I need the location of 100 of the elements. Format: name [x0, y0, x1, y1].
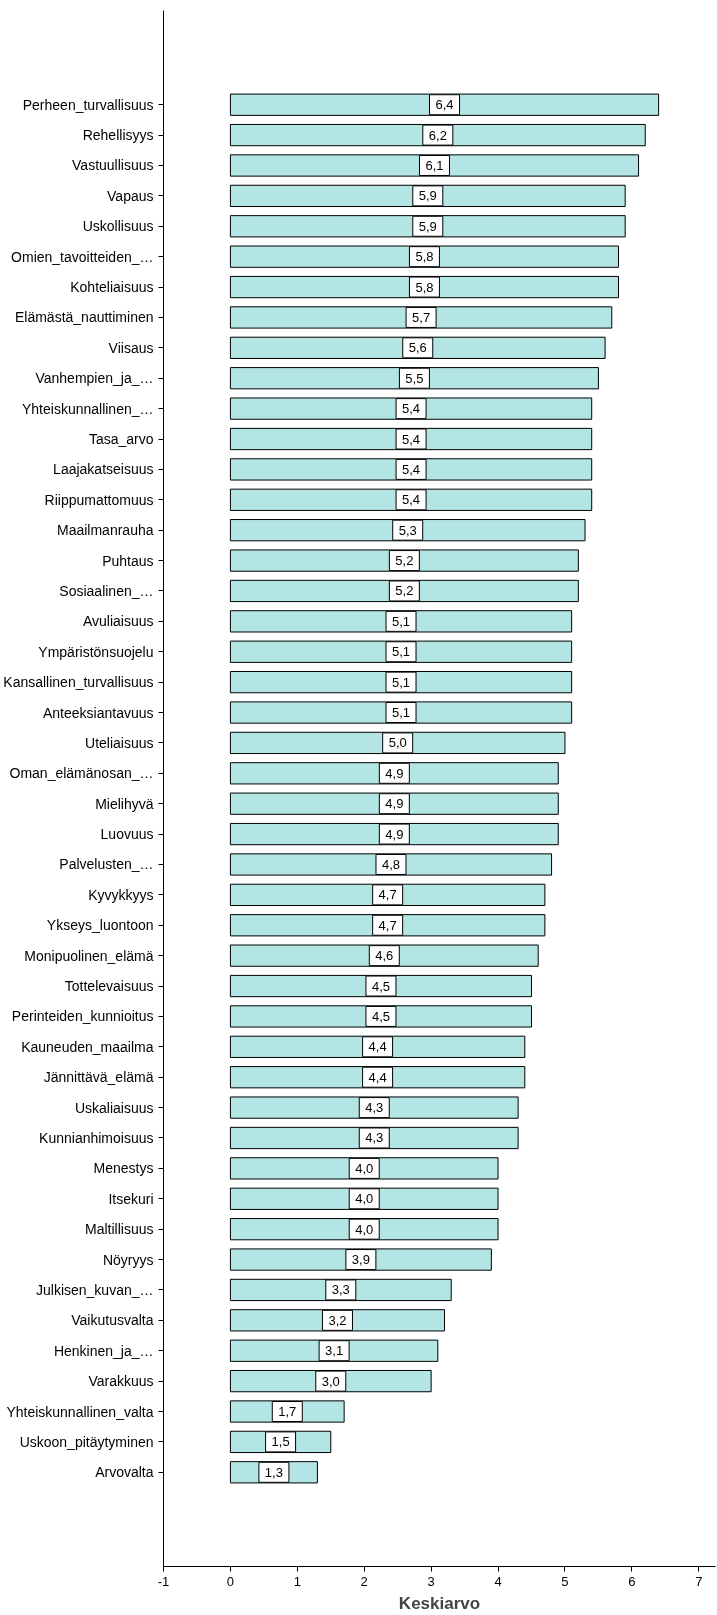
data-label: 4,0 [355, 1191, 374, 1207]
data-label: 6,4 [435, 97, 454, 113]
bar [229, 488, 593, 511]
data-label: 5,0 [388, 735, 407, 751]
y-tick-label: Kansallinen_turvallisuus [3, 674, 154, 691]
x-axis-title: Keskiarvo [398, 1593, 481, 1613]
data-label: 4,5 [371, 1008, 390, 1024]
y-tick-label: Laajakatseisuus [53, 461, 154, 478]
data-label: 1,3 [264, 1464, 283, 1480]
y-tick-label: Yhteiskunnallinen_valta [6, 1403, 154, 1420]
y-tick-label: Ykseys_luontoon [46, 917, 154, 934]
y-tick-label: Vapaus [107, 187, 154, 204]
data-label: 3,0 [321, 1373, 340, 1389]
data-label: 5,3 [398, 522, 417, 538]
data-label: 5,9 [418, 188, 437, 204]
data-label: 6,1 [425, 157, 444, 173]
bar [229, 1035, 526, 1058]
bar [229, 1157, 499, 1180]
y-tick-label: Avuliaisuus [82, 613, 154, 630]
bar [229, 123, 646, 147]
y-tick-label: Palvelusten_… [59, 856, 154, 873]
data-label: 5,1 [391, 613, 411, 629]
bar [229, 610, 573, 633]
data-label: 4,0 [355, 1221, 374, 1237]
bar [229, 1066, 526, 1089]
data-label: 5,4 [402, 431, 421, 447]
bar [229, 1096, 519, 1119]
data-label: 5,4 [402, 461, 421, 477]
bar [229, 519, 586, 542]
bar [229, 1218, 499, 1241]
y-tick-label: Vanhempien_ja_… [35, 370, 154, 387]
data-label: 5,1 [391, 674, 411, 690]
y-tick-label: Ympäristönsuojelu [38, 643, 154, 660]
data-label: 6,2 [428, 127, 447, 143]
y-tick-label: Perinteiden_kunnioitus [11, 1008, 154, 1025]
bar [229, 762, 559, 785]
x-tick-label: 1 [293, 1573, 301, 1589]
data-label: 3,3 [331, 1282, 350, 1298]
y-tick-label: Mielihyvä [95, 795, 154, 812]
data-label: 5,1 [391, 705, 411, 721]
bar [229, 671, 573, 694]
y-tick-label: Julkisen_kuvan_… [35, 1281, 154, 1298]
data-label: 4,5 [371, 978, 390, 994]
bar [229, 184, 626, 208]
bar [229, 579, 579, 603]
bar [229, 701, 573, 724]
bar [229, 822, 559, 846]
data-label: 5,1 [391, 644, 411, 660]
data-label: 3,2 [328, 1312, 347, 1328]
data-label: 5,8 [415, 249, 434, 265]
y-tick-label: Maltillisuus [85, 1221, 154, 1238]
data-label: 4,0 [355, 1160, 374, 1176]
y-tick-label: Uskoon_pitäytyminen [19, 1433, 154, 1450]
y-tick-label: Viisaus [108, 339, 154, 356]
y-tick-label: Perheen_turvallisuus [22, 96, 154, 113]
bar [229, 1005, 532, 1028]
y-tick-label: Uskaliaisuus [74, 1099, 154, 1116]
x-tick-label: -1 [157, 1573, 170, 1589]
data-label: 5,9 [418, 218, 437, 234]
y-tick-label: Luovuus [100, 826, 154, 843]
data-label: 4,8 [381, 856, 401, 872]
y-tick-label: Monipuolinen_elämä [24, 947, 154, 964]
data-label: 5,5 [405, 370, 424, 386]
bar [229, 458, 593, 481]
data-label: 4,9 [385, 765, 404, 781]
y-tick-label: Anteeksiantavuus [42, 704, 154, 721]
y-tick-label: Kohteliaisuus [70, 279, 154, 296]
data-label: 5,2 [395, 553, 414, 569]
x-tick-label: 6 [628, 1573, 636, 1589]
data-label: 1,7 [278, 1404, 297, 1420]
data-label: 4,9 [385, 826, 404, 842]
data-label: 4,9 [385, 796, 404, 812]
y-tick-label: Rehellisyys [82, 127, 154, 144]
bar [229, 427, 593, 451]
y-tick-label: Sosiaalinen_… [59, 582, 154, 599]
data-label: 4,7 [378, 917, 397, 933]
data-label: 5,8 [415, 279, 434, 295]
y-tick-label: Uteliaisuus [85, 734, 154, 751]
bar [229, 731, 566, 755]
bar [229, 397, 593, 420]
y-tick-label: Oman_elämänosan_… [9, 765, 154, 782]
data-label: 3,1 [325, 1343, 344, 1359]
y-tick-label: Arvovalta [95, 1464, 154, 1481]
y-tick-label: Yhteiskunnallinen_… [21, 400, 154, 417]
y-tick-label: Jännittävä_elämä [43, 1069, 154, 1086]
bar [229, 93, 660, 116]
y-tick-label: Vaikutusvalta [71, 1312, 154, 1329]
y-tick-label: Itsekuri [108, 1190, 154, 1207]
bar [229, 215, 626, 238]
data-label: 4,3 [365, 1100, 384, 1116]
y-tick-label: Kunnianhimoisuus [39, 1129, 154, 1146]
y-tick-label: Kauneuden_maailma [21, 1038, 154, 1055]
y-tick-label: Riippumattomuus [44, 491, 154, 508]
data-label: 5,4 [402, 492, 421, 508]
x-tick-label: 7 [695, 1573, 703, 1589]
data-label: 4,3 [365, 1130, 384, 1146]
y-tick-label: Elämästä_nauttiminen [14, 309, 154, 326]
bar [229, 1248, 492, 1271]
y-tick-label: Maailmanrauha [57, 522, 154, 539]
y-tick-label: Tasa_arvo [88, 431, 154, 448]
